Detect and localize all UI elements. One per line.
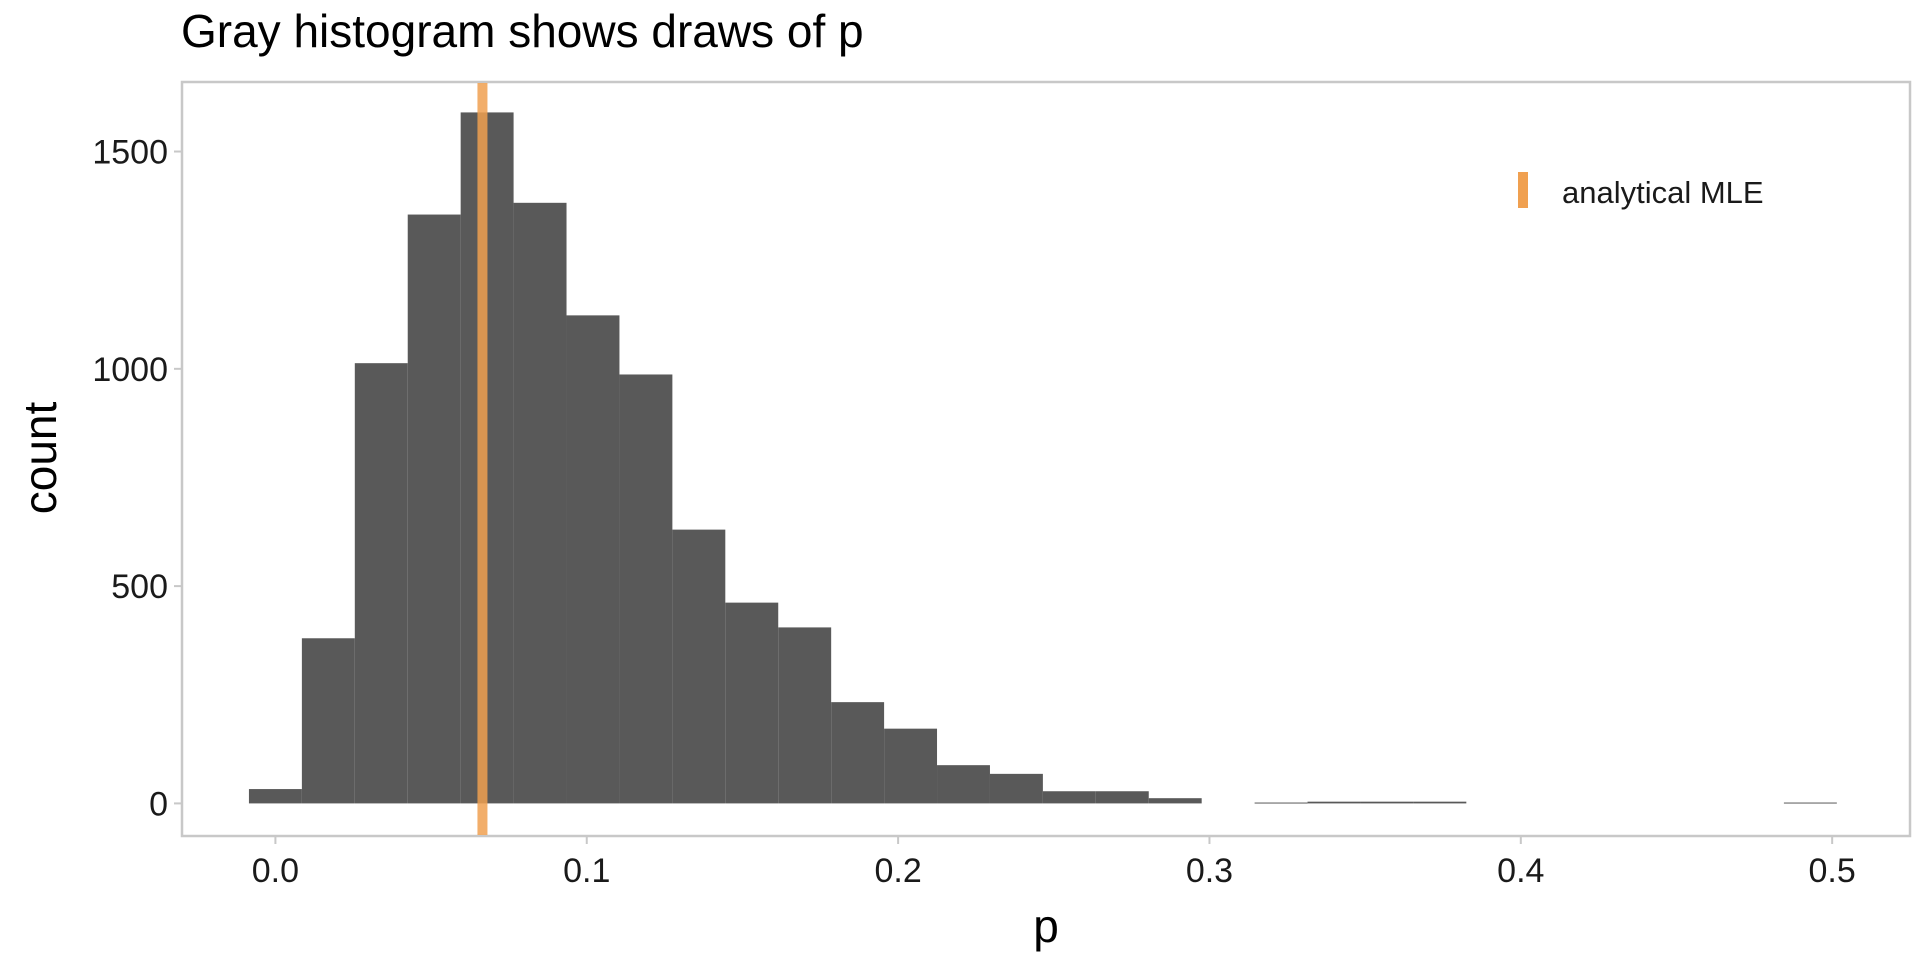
histogram-bar-21 <box>1413 801 1467 804</box>
reference-lines <box>477 83 488 835</box>
y-tick-label-3: 1500 <box>92 134 168 172</box>
histogram-bar-11 <box>831 702 885 804</box>
histogram-bar-0 <box>248 789 302 804</box>
legend: analytical MLE <box>1518 172 1764 210</box>
histogram-bar-9 <box>725 602 779 804</box>
histogram-bar-17 <box>1148 798 1202 804</box>
histogram-bar-5 <box>513 202 567 804</box>
x-tick-label-2: 0.2 <box>874 852 921 890</box>
histogram-bar-14 <box>989 773 1043 804</box>
y-axis-title: count <box>14 402 66 515</box>
histogram-bar-15 <box>1042 791 1096 804</box>
x-tick-label-3: 0.3 <box>1186 852 1233 890</box>
histogram-bars <box>248 112 1837 804</box>
y-axis: 0 500 1000 1500 <box>92 134 182 823</box>
legend-key-analytical-mle <box>1518 172 1528 208</box>
y-tick-label-0: 0 <box>149 785 168 823</box>
histogram-bar-2 <box>354 363 408 804</box>
histogram-bar-16 <box>1095 791 1149 804</box>
x-tick-label-4: 0.4 <box>1497 852 1544 890</box>
x-tick-label-0: 0.0 <box>252 852 299 890</box>
y-tick-label-1: 500 <box>111 568 168 606</box>
histogram-bar-6 <box>566 315 620 804</box>
histogram-bar-10 <box>778 627 832 804</box>
x-tick-label-1: 0.1 <box>563 852 610 890</box>
histogram-bar-22 <box>1783 802 1837 804</box>
histogram-bar-13 <box>937 765 990 804</box>
histogram-bar-18 <box>1254 802 1308 804</box>
chart-title: Gray histogram shows draws of p <box>181 5 864 57</box>
histogram-bar-8 <box>672 529 726 804</box>
histogram-bar-12 <box>884 728 938 804</box>
histogram-bar-1 <box>301 638 355 804</box>
y-tick-label-2: 1000 <box>92 351 168 389</box>
x-axis: 0.0 0.1 0.2 0.3 0.4 0.5 <box>252 836 1856 890</box>
histogram-bar-7 <box>619 374 673 804</box>
histogram-bar-19 <box>1307 801 1361 804</box>
histogram-bar-3 <box>407 214 461 804</box>
legend-label-analytical-mle: analytical MLE <box>1562 175 1764 210</box>
histogram-bar-20 <box>1360 801 1414 804</box>
x-tick-label-5: 0.5 <box>1809 852 1856 890</box>
reference-line-analytical-mle <box>477 83 488 835</box>
x-axis-title: p <box>1033 900 1059 952</box>
